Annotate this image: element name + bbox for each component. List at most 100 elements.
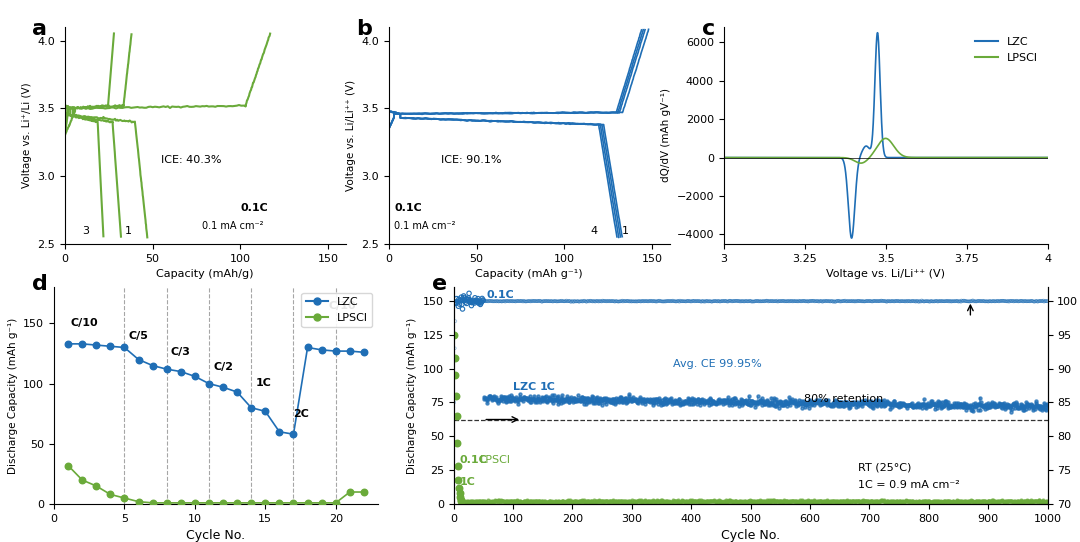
Point [525,395,542,404]
LZC [973,154,986,161]
Point [872,496,889,505]
Point [615,296,632,305]
Point [714,296,731,305]
Point [699,296,716,305]
Point [802,401,820,410]
Point [1029,402,1047,410]
Point [974,401,991,410]
Point [785,296,802,305]
Point [940,398,957,406]
Point [752,397,769,406]
Point [837,297,854,306]
Point [705,296,723,305]
Point [685,497,702,506]
Point [1022,497,1039,506]
Point [927,297,944,306]
Point [926,496,943,505]
Point [750,297,767,306]
Point [460,294,477,302]
Point [897,402,915,410]
Point [761,297,779,306]
Point [489,297,507,306]
Point [850,402,867,410]
Point [943,298,960,306]
Point [974,296,991,305]
Point [905,297,922,306]
Point [704,397,721,405]
Point [525,394,542,403]
Point [862,496,879,505]
Point [1026,402,1043,410]
Point [828,297,846,306]
Point [890,402,907,411]
Point [872,297,889,306]
Point [1017,398,1035,406]
Point [950,298,968,306]
Point [809,397,826,406]
Point [919,297,936,306]
Point [872,297,889,306]
Point [677,497,694,506]
Point [741,496,758,505]
LZC [717,154,730,161]
Point [812,496,829,505]
Point [834,497,851,506]
Legend: LZC, LPSCl: LZC, LPSCl [301,293,373,327]
Point [919,398,936,407]
Point [937,498,955,506]
Point [1000,496,1017,505]
Point [656,395,673,403]
Point [907,401,924,410]
Point [912,402,929,411]
Point [616,296,633,305]
Point [852,497,869,506]
Point [780,399,797,408]
Point [619,498,636,506]
Point [598,497,616,506]
Point [772,496,789,505]
Point [750,296,767,305]
Text: ICE: 40.3%: ICE: 40.3% [161,154,221,165]
Point [955,296,972,305]
Point [555,395,572,403]
Point [858,496,875,505]
Point [794,398,811,407]
Line: LPSCl: LPSCl [724,138,1048,163]
Point [658,498,675,506]
Point [777,497,794,506]
Point [476,496,494,505]
Point [923,297,941,306]
Point [514,296,531,305]
Point [531,497,549,506]
Point [625,497,643,506]
Point [724,296,741,305]
Point [717,296,734,305]
Point [885,297,902,306]
Point [499,496,516,505]
Point [827,397,845,406]
Point [543,497,561,506]
Point [598,296,616,305]
Point [696,497,713,506]
Point [850,296,867,305]
Point [881,297,899,306]
Point [144,361,161,370]
Point [158,499,175,507]
Point [855,399,873,408]
Point [726,296,743,305]
Point [459,296,476,305]
Point [939,296,956,305]
Point [755,397,772,406]
Point [525,497,542,506]
Point [744,497,761,506]
Point [800,496,818,505]
Point [679,498,697,507]
Point [485,296,502,305]
Point [959,498,976,506]
Point [1018,402,1036,410]
Point [815,297,833,306]
Point [728,396,745,404]
X-axis label: Voltage vs. Li/Li⁺⁺ (V): Voltage vs. Li/Li⁺⁺ (V) [826,269,945,279]
Point [1009,496,1026,505]
Point [937,496,955,505]
